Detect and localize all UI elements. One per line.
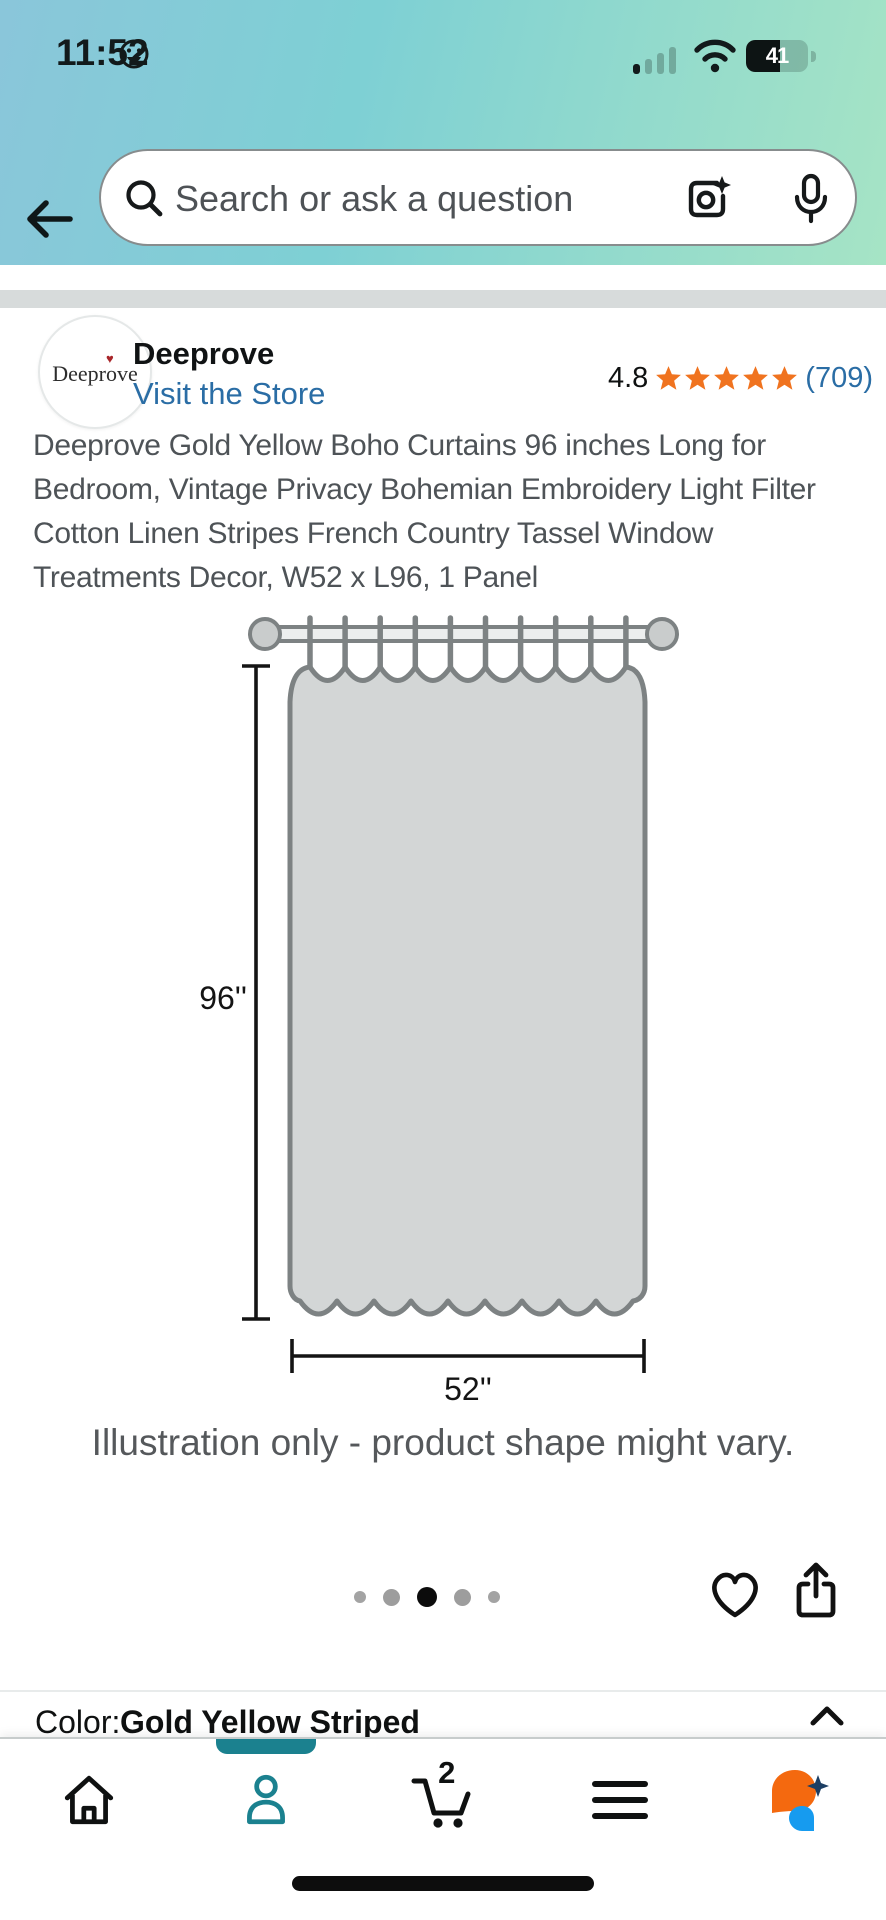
- camera-search-button[interactable]: [684, 175, 732, 221]
- voice-search-button[interactable]: [793, 173, 829, 225]
- active-tab-indicator: [216, 1739, 316, 1754]
- heart-icon: [712, 1572, 758, 1618]
- width-dimension-label: 52'': [444, 1371, 492, 1407]
- signal-strength-icon: [633, 44, 689, 74]
- camera-lens-icon: [688, 176, 731, 218]
- nav-item-menu[interactable]: [565, 1761, 675, 1839]
- carousel-dots[interactable]: [354, 1586, 500, 1608]
- star-icon: [714, 366, 740, 390]
- back-arrow-icon: [27, 200, 73, 238]
- back-button[interactable]: [22, 196, 76, 242]
- hamburger-menu-icon: [592, 1781, 648, 1819]
- curtain-diagram-image[interactable]: 96'' 52'': [150, 598, 710, 1410]
- rating-row[interactable]: 4.8 (709): [608, 362, 873, 395]
- store-logo-avatar[interactable]: ♥ Deeprove: [38, 315, 152, 429]
- battery-indicator: 41: [746, 40, 808, 72]
- app-header: 11:52 41 Search or a: [0, 0, 886, 265]
- rating-value: 4.8: [607, 362, 649, 394]
- cart-count-badge: 2: [438, 1755, 456, 1790]
- share-icon: [796, 1562, 836, 1618]
- wishlist-button[interactable]: [706, 1566, 764, 1622]
- search-input[interactable]: Search or ask a question: [99, 149, 857, 246]
- carousel-dot[interactable]: [488, 1591, 500, 1603]
- star-rating: [655, 365, 798, 392]
- color-value: Gold Yellow Striped: [120, 1704, 420, 1740]
- rod-finial-left: [248, 617, 282, 651]
- logo-heart-icon: ♥: [106, 351, 114, 366]
- color-label: Color:: [35, 1704, 121, 1740]
- carousel-dot[interactable]: [383, 1588, 400, 1606]
- rod-finial-right: [645, 617, 679, 651]
- review-count-link[interactable]: (709): [805, 362, 873, 394]
- battery-level: 41: [765, 43, 789, 68]
- curtain-panel: [287, 664, 648, 1317]
- cart-icon: [411, 1778, 471, 1828]
- nav-item-cart[interactable]: 2: [388, 1755, 498, 1839]
- nav-item-rufus[interactable]: [742, 1761, 852, 1839]
- curtain-hooks: [307, 615, 629, 673]
- home-icon: [64, 1775, 114, 1825]
- carousel-dot-active[interactable]: [417, 1587, 437, 1607]
- bottom-nav-bar: 2: [0, 1737, 886, 1920]
- wifi-icon: [694, 39, 736, 73]
- star-icon: [685, 366, 711, 390]
- star-icon: [656, 366, 682, 390]
- battery-fill: [746, 40, 781, 72]
- share-button[interactable]: [788, 1560, 844, 1620]
- home-indicator[interactable]: [292, 1876, 594, 1891]
- store-name: Deeprove: [133, 336, 275, 371]
- star-icon: [772, 366, 798, 390]
- search-placeholder: Search or ask a question: [175, 178, 574, 219]
- star-icon: [743, 366, 769, 390]
- width-measure-line: [290, 1339, 646, 1373]
- nav-item-home[interactable]: [34, 1761, 144, 1839]
- height-measure-line: [242, 664, 270, 1321]
- rufus-assistant-icon: [772, 1770, 829, 1831]
- nav-item-profile[interactable]: [211, 1761, 321, 1839]
- illustration-caption: Illustration only - product shape might …: [91, 1422, 795, 1463]
- smiley-emoji-icon: [119, 39, 149, 69]
- store-logo-text: Deeprove: [52, 361, 138, 386]
- visit-store-link[interactable]: Visit the Store: [133, 376, 326, 411]
- carousel-dot[interactable]: [454, 1588, 471, 1606]
- profile-icon: [247, 1774, 285, 1825]
- product-title: Deeprove Gold Yellow Boho Curtains 96 in…: [33, 429, 816, 594]
- section-divider: [0, 290, 886, 308]
- height-dimension-label: 96'': [199, 980, 247, 1016]
- carousel-dot[interactable]: [354, 1591, 366, 1603]
- curtain-rod: [263, 625, 664, 643]
- search-icon: [126, 180, 163, 217]
- chevron-up-icon[interactable]: [810, 1706, 844, 1726]
- microphone-icon: [794, 173, 828, 224]
- battery-cap: [811, 51, 816, 62]
